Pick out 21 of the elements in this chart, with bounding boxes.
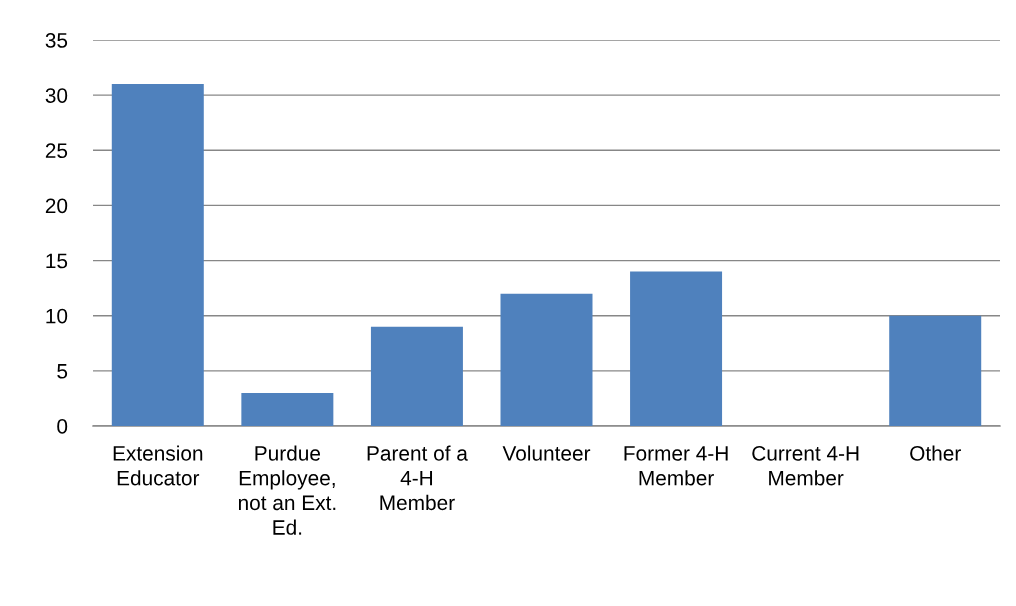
y-tick-label: 10 — [46, 308, 68, 324]
y-tick-label: 20 — [45, 198, 68, 214]
bar — [241, 392, 334, 426]
x-tick-label: Other — [910, 445, 961, 461]
x-tick-label: Former 4-H Member — [624, 446, 728, 486]
y-tick-label: 15 — [46, 253, 68, 269]
x-tick-label: Volunteer — [502, 445, 591, 461]
y-tick-label: 25 — [45, 143, 68, 159]
bar — [889, 315, 982, 426]
x-tick-label: Purdue Employee, not an Ext. Ed. — [238, 445, 336, 535]
bar — [370, 326, 463, 426]
bar — [500, 293, 593, 426]
y-tick-label: 35 — [45, 33, 68, 48]
x-tick-label: Current 4-H Member — [752, 445, 859, 486]
y-tick-label: 30 — [45, 88, 68, 103]
bar — [111, 84, 204, 426]
y-tick-label: 5 — [57, 364, 68, 379]
x-tick-label: Parent of a 4-H Member — [367, 445, 468, 511]
bar — [630, 271, 723, 426]
y-tick-label: 0 — [57, 419, 68, 434]
x-tick-label: Extension Educator — [113, 445, 203, 486]
